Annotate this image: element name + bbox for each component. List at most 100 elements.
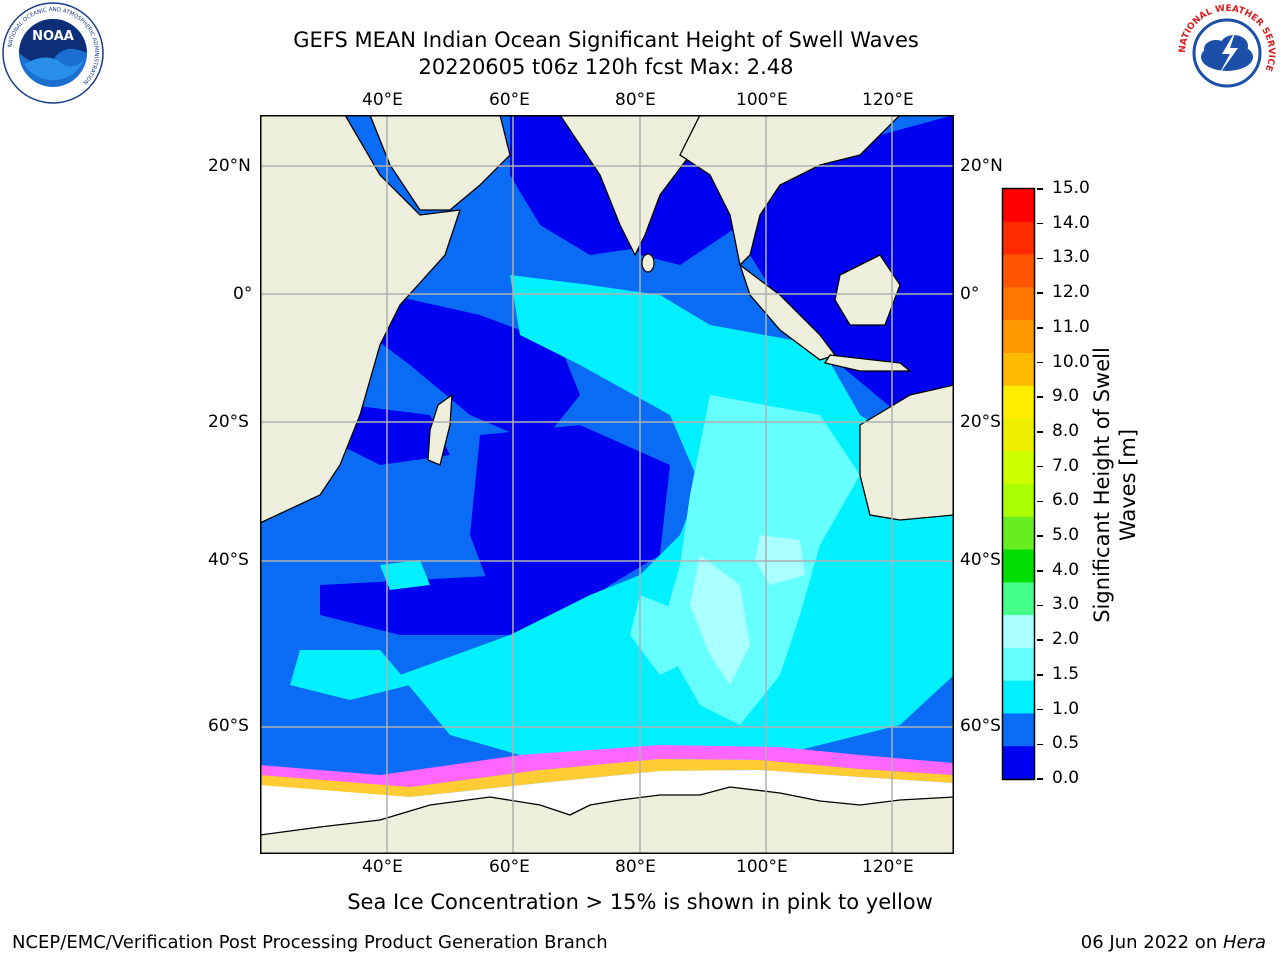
colorbar-tick-mark xyxy=(1037,292,1043,294)
colorbar-tick-mark xyxy=(1037,465,1043,468)
noaa-logo: NATIONAL OCEANIC AND ATMOSPHERIC ADMINIS… xyxy=(2,2,104,104)
footer-host: Hera xyxy=(1222,932,1266,953)
colorbar-cell xyxy=(1003,189,1034,223)
lat-label-left-20n: 20°N xyxy=(208,156,251,176)
colorbar-cell xyxy=(1003,385,1034,419)
sea-ice-pink-band xyxy=(260,745,954,787)
colorbar-tick-mark xyxy=(1037,431,1043,433)
colorbar-label-line2: Waves [m] xyxy=(1116,428,1140,542)
colorbar-tick-label: 4.0 xyxy=(1052,559,1080,580)
graticule xyxy=(260,115,954,854)
colorbar-cell xyxy=(1003,352,1034,387)
sumatra-land xyxy=(738,263,837,361)
colorbar-cell xyxy=(1003,713,1034,747)
lat-label-right-0: 0° xyxy=(960,284,980,304)
map-frame xyxy=(260,115,954,854)
antarctica-land xyxy=(260,786,954,854)
colorbar-tick-label: 7.0 xyxy=(1052,455,1080,476)
colorbar-cell xyxy=(1003,647,1034,682)
colorbar-tick-label: 1.0 xyxy=(1052,698,1080,719)
colorbar-tick-label: 13.0 xyxy=(1052,247,1090,268)
sea-ice-caption: Sea Ice Concentration > 15% is shown in … xyxy=(347,890,933,914)
lon-label-top-60e: 60°E xyxy=(489,90,530,110)
colorbar-tick-label: 12.0 xyxy=(1052,282,1090,303)
colorbar-cell xyxy=(1003,484,1034,518)
colorbar-tick-mark xyxy=(1037,535,1043,537)
australia-land xyxy=(859,384,954,521)
colorbar-cell xyxy=(1003,451,1034,485)
se-asia-land xyxy=(679,115,901,267)
colorbar-cell xyxy=(1003,582,1034,616)
colorbar-cell xyxy=(1003,320,1034,354)
sea-ice-yellow-band xyxy=(260,759,954,797)
lon-label-bottom-60e: 60°E xyxy=(489,857,530,877)
footer-date: 06 Jun 2022 on Hera xyxy=(1081,932,1266,953)
colorbar-tick-label: 9.0 xyxy=(1052,386,1080,407)
lat-label-right-60s: 60°S xyxy=(960,716,1001,736)
colorbar-tick-label: 6.0 xyxy=(1052,490,1080,511)
colorbar-cell xyxy=(1003,680,1034,714)
colorbar-tick-label: 1.5 xyxy=(1052,663,1080,684)
lon-label-top-40e: 40°E xyxy=(362,90,403,110)
colorbar-tick-mark xyxy=(1037,639,1043,641)
colorbar-tick-label: 2.0 xyxy=(1052,629,1080,650)
madagascar-land xyxy=(427,393,453,466)
colorbar-cell xyxy=(1003,549,1034,583)
colorbar-tick-mark xyxy=(1037,222,1043,225)
colorbar-tick-mark xyxy=(1037,327,1043,329)
lon-label-bottom-80e: 80°E xyxy=(615,857,656,877)
colorbar-tick-label: 15.0 xyxy=(1052,178,1090,198)
lon-label-bottom-120e: 120°E xyxy=(862,857,914,877)
lat-label-left-60s: 60°S xyxy=(208,716,249,736)
lat-label-left-40s: 40°S xyxy=(208,550,249,570)
borneo-land xyxy=(834,254,901,326)
colorbar-cell xyxy=(1003,418,1034,452)
arabia-land xyxy=(369,115,511,211)
colorbar-tick-label: 11.0 xyxy=(1052,316,1090,337)
colorbar-tick-mark xyxy=(1037,778,1043,780)
colorbar-tick-mark xyxy=(1037,604,1043,607)
colorbar-tick-mark xyxy=(1037,743,1043,746)
colorbar-cell xyxy=(1003,287,1034,321)
ocean-2.0-2.5-regions xyxy=(690,535,805,685)
colorbar-tick-mark xyxy=(1037,257,1043,260)
colorbar-tick-mark xyxy=(1037,188,1043,190)
colorbar-tick-mark xyxy=(1037,570,1043,572)
lat-label-right-20n: 20°N xyxy=(960,156,1003,176)
colorbar-tick-label: 14.0 xyxy=(1052,212,1090,233)
africa-land xyxy=(260,115,461,524)
lat-label-left-0: 0° xyxy=(233,284,253,304)
swell-height-map xyxy=(260,115,954,854)
lat-label-left-20s: 20°S xyxy=(208,412,249,432)
colorbar-tick-mark xyxy=(1037,396,1043,398)
colorbar-cell xyxy=(1003,254,1034,288)
colorbar-tick-label: 0.5 xyxy=(1052,733,1080,754)
colorbar-tick-mark xyxy=(1037,361,1043,364)
colorbar-tick-label: 5.0 xyxy=(1052,525,1080,546)
colorbar-label-line1: Significant Height of Swell xyxy=(1090,347,1114,623)
lightning-icon xyxy=(1218,30,1238,76)
lon-label-top-80e: 80°E xyxy=(615,90,656,110)
chart-title-line1: GEFS MEAN Indian Ocean Significant Heigh… xyxy=(293,28,919,52)
colorbar xyxy=(1001,187,1036,781)
chart-title-line2: 20220605 t06z 120h fcst Max: 2.48 xyxy=(418,55,794,79)
lon-label-bottom-100e: 100°E xyxy=(736,857,788,877)
colorbar-tick-mark xyxy=(1037,708,1043,711)
colorbar-cell xyxy=(1003,615,1034,649)
colorbar-tick-mark xyxy=(1037,500,1043,503)
colorbar-cell xyxy=(1003,746,1034,780)
footer-date-text: 06 Jun 2022 on xyxy=(1080,932,1223,953)
footer-branch: NCEP/EMC/Verification Post Processing Pr… xyxy=(12,932,608,953)
noaa-logo-text: NOAA xyxy=(32,29,74,44)
colorbar-tick-mark xyxy=(1037,674,1043,676)
sri-lanka-land xyxy=(641,253,655,273)
ocean-1.0-1.5-regions xyxy=(290,275,954,775)
lon-label-top-120e: 120°E xyxy=(862,90,914,110)
lon-label-bottom-40e: 40°E xyxy=(362,857,403,877)
colorbar-tick-label: 0.0 xyxy=(1052,768,1080,788)
colorbar-tick-label: 3.0 xyxy=(1052,594,1080,615)
lat-label-right-20s: 20°S xyxy=(960,412,1001,432)
colorbar-cell xyxy=(1003,221,1034,256)
lon-label-top-100e: 100°E xyxy=(736,90,788,110)
colorbar-tick-label: 10.0 xyxy=(1052,351,1090,372)
